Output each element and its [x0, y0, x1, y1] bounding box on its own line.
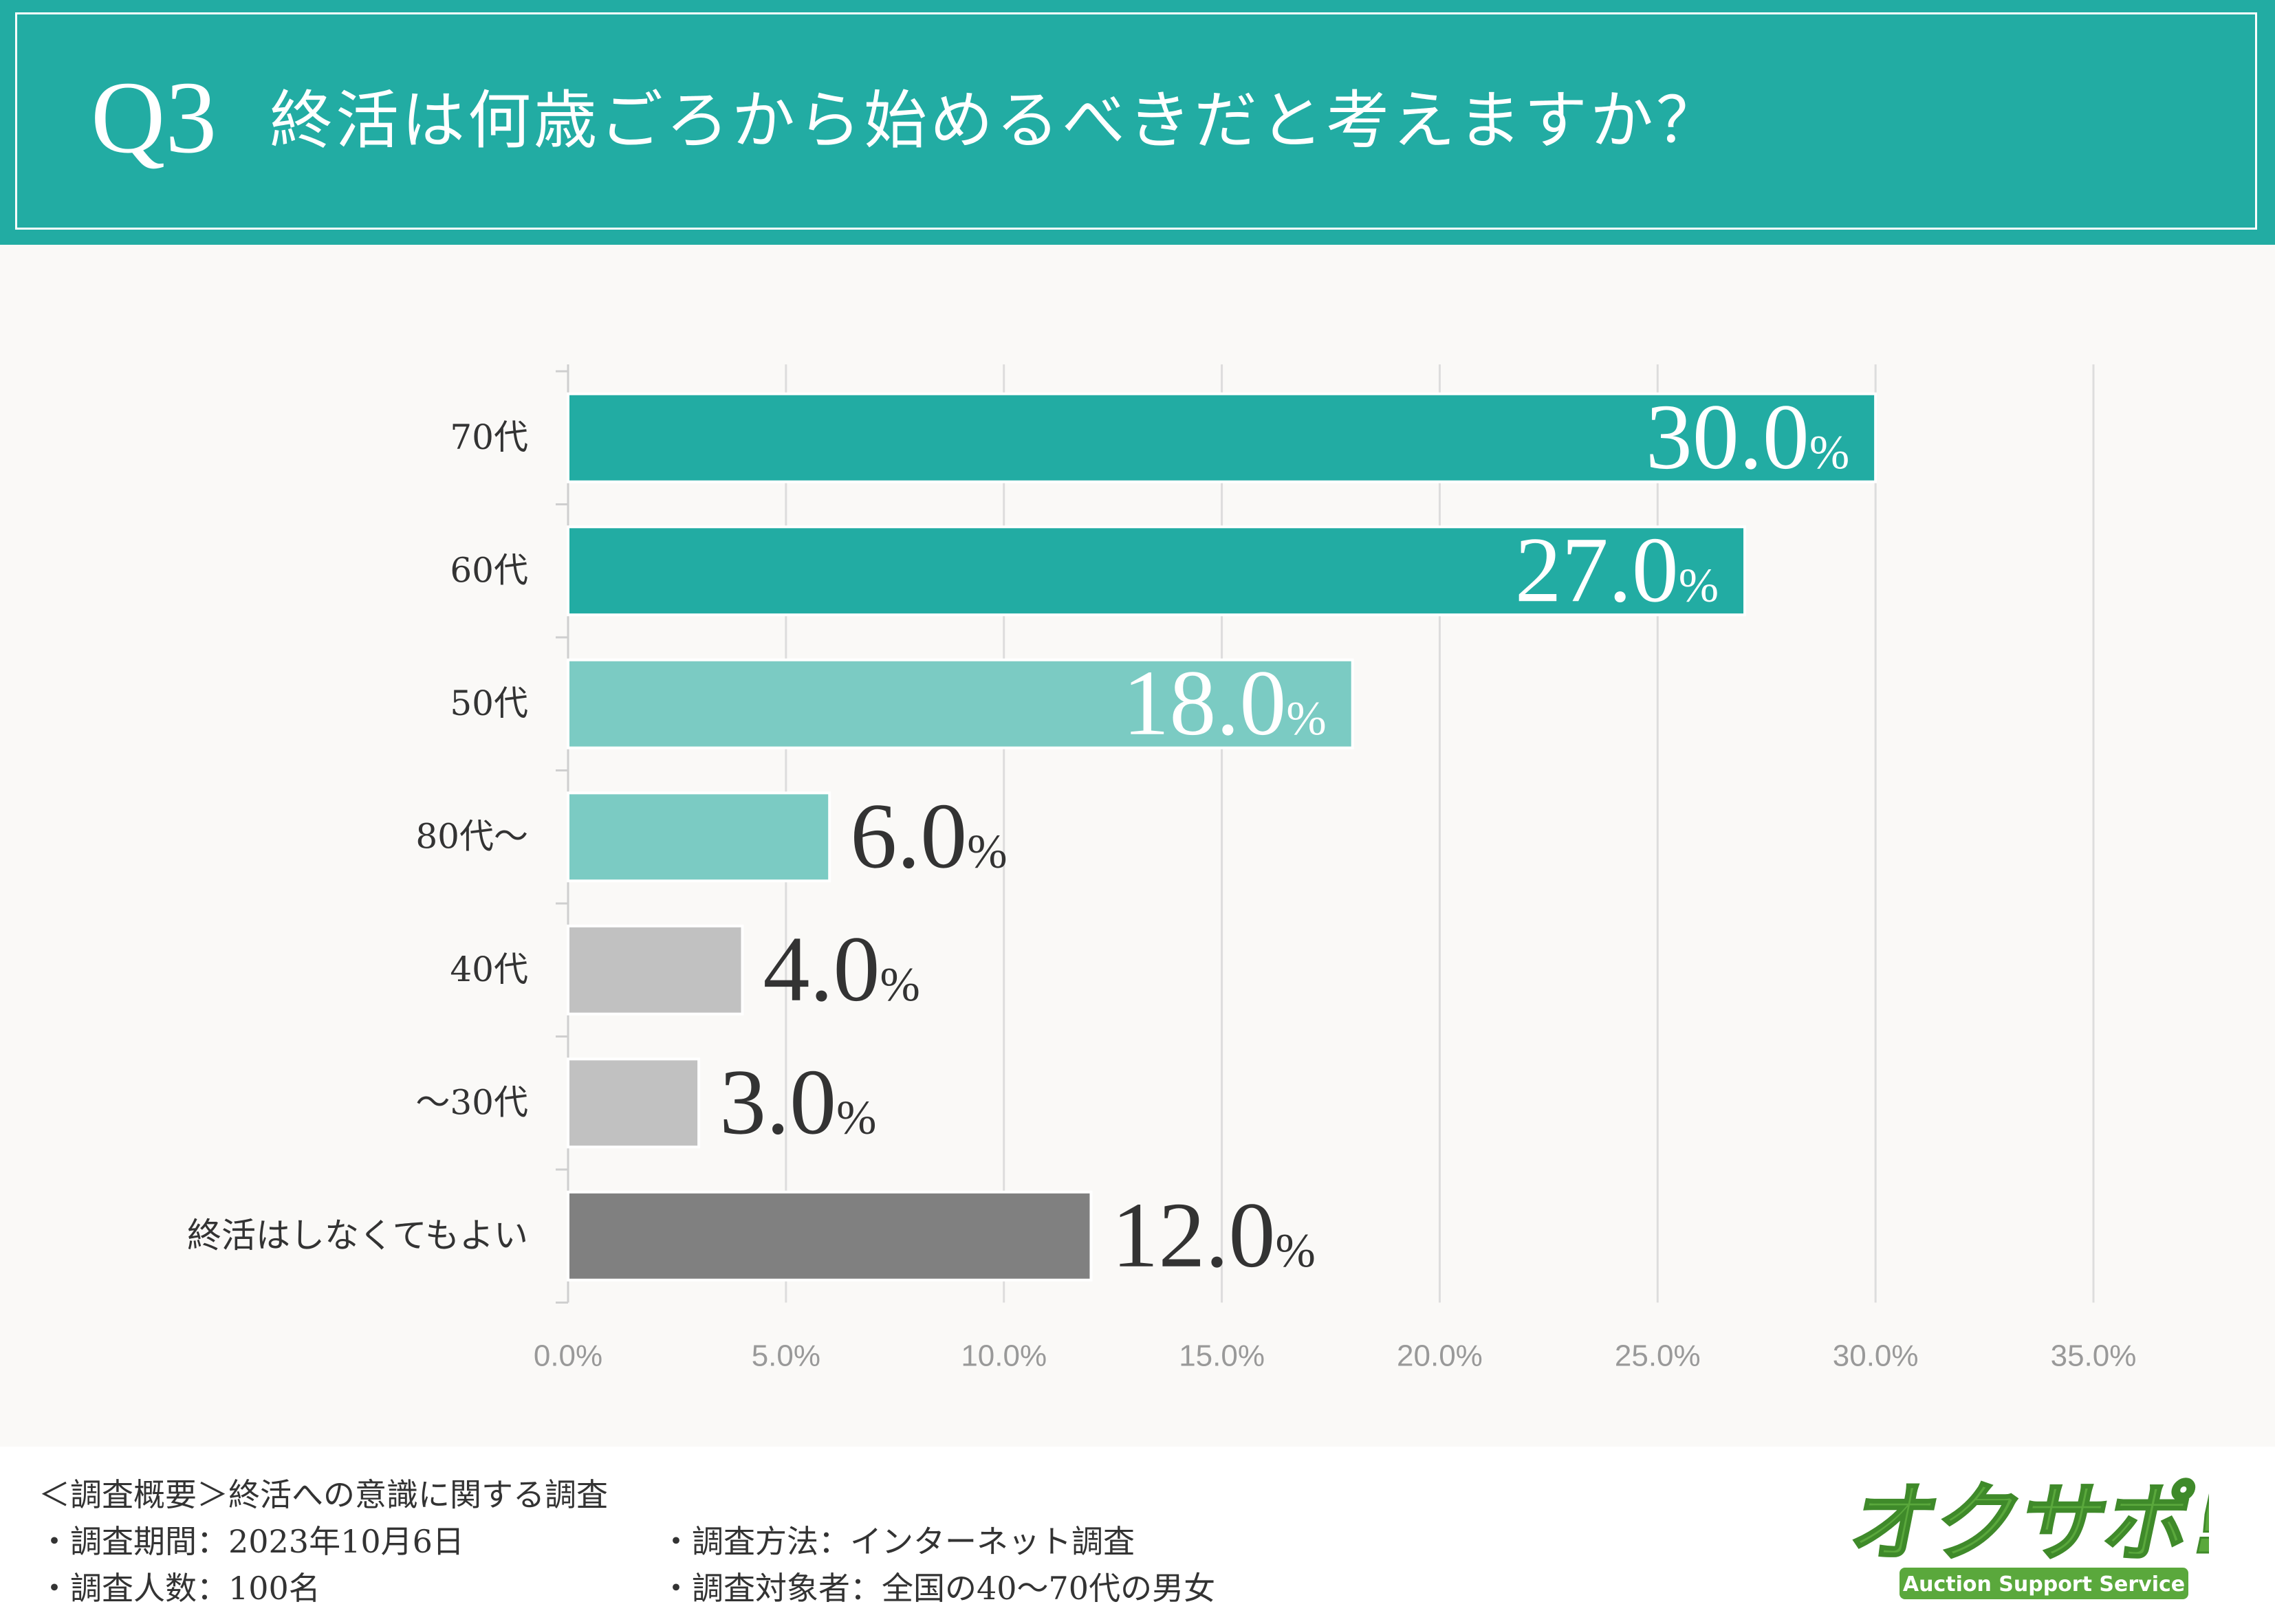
bar-chart: 0.0% 5.0% 10.0% 15.0% 20.0% 25.0% 30.0% 35.0% 70…	[187, 364, 2137, 1373]
data-label: 18.0%	[1122, 652, 1326, 755]
survey-count: ・調査人数：100名	[39, 1570, 320, 1607]
x-tick-label: 15.0%	[1179, 1339, 1265, 1373]
question-number: Q3	[91, 61, 217, 175]
x-tick-label: 10.0%	[961, 1339, 1047, 1373]
category-label: 50代	[450, 683, 528, 723]
survey-method: ・調査方法：インターネット調査	[660, 1523, 1135, 1560]
survey-target: ・調査対象者：全国の40〜70代の男女	[660, 1570, 1216, 1607]
x-tick-label: 5.0%	[752, 1339, 820, 1373]
x-tick-label: 35.0%	[2051, 1339, 2137, 1373]
data-label: 4.0%	[763, 918, 919, 1021]
bar	[567, 392, 1877, 483]
bar	[567, 1057, 701, 1149]
okusapo-logo: オクサポ! オクサポ! Auction Support Service	[1834, 1466, 2209, 1599]
data-label: 12.0%	[1111, 1184, 1315, 1287]
bar	[567, 791, 831, 883]
category-label: 70代	[450, 417, 528, 457]
category-label: 80代〜	[415, 816, 528, 856]
survey-period: ・調査期間：2023年10月6日	[39, 1523, 464, 1560]
bar	[567, 924, 744, 1016]
data-label: 30.0%	[1646, 386, 1849, 489]
logo-outline: オクサポ!	[1842, 1473, 2209, 1572]
logo-text: オクサポ!	[1842, 1473, 2209, 1572]
x-tick-label: 30.0%	[1833, 1339, 1919, 1373]
survey-summary: ＜調査概要＞終活への意識に関する調査	[39, 1476, 608, 1513]
question-title: 終活は何歳ごろから始めるべきだと考えますか？	[270, 84, 1723, 157]
logo-ribbon	[1900, 1568, 2188, 1599]
x-tick-label: 25.0%	[1615, 1339, 1701, 1373]
data-label: 27.0%	[1515, 518, 1719, 622]
header-frame	[15, 12, 2257, 230]
x-tick-label: 20.0%	[1397, 1339, 1483, 1373]
category-label: 〜30代	[415, 1082, 528, 1122]
category-label: 60代	[450, 550, 528, 590]
bar	[567, 1190, 1093, 1282]
x-tick-label: 0.0%	[534, 1339, 602, 1373]
category-label: 終活はしなくてもよい	[187, 1216, 528, 1255]
header-banner: Q3 終活は何歳ごろから始めるべきだと考えますか？	[0, 0, 2275, 245]
survey-footer: ＜調査概要＞終活への意識に関する調査 ・調査期間：2023年10月6日 ・調査方…	[0, 1447, 2275, 1624]
data-label: 3.0%	[719, 1051, 876, 1154]
bar	[567, 658, 1354, 749]
data-label: 6.0%	[850, 784, 1007, 888]
bar	[567, 525, 1747, 617]
logo-subtext: Auction Support Service	[1903, 1572, 2185, 1596]
category-label: 40代	[450, 950, 528, 989]
